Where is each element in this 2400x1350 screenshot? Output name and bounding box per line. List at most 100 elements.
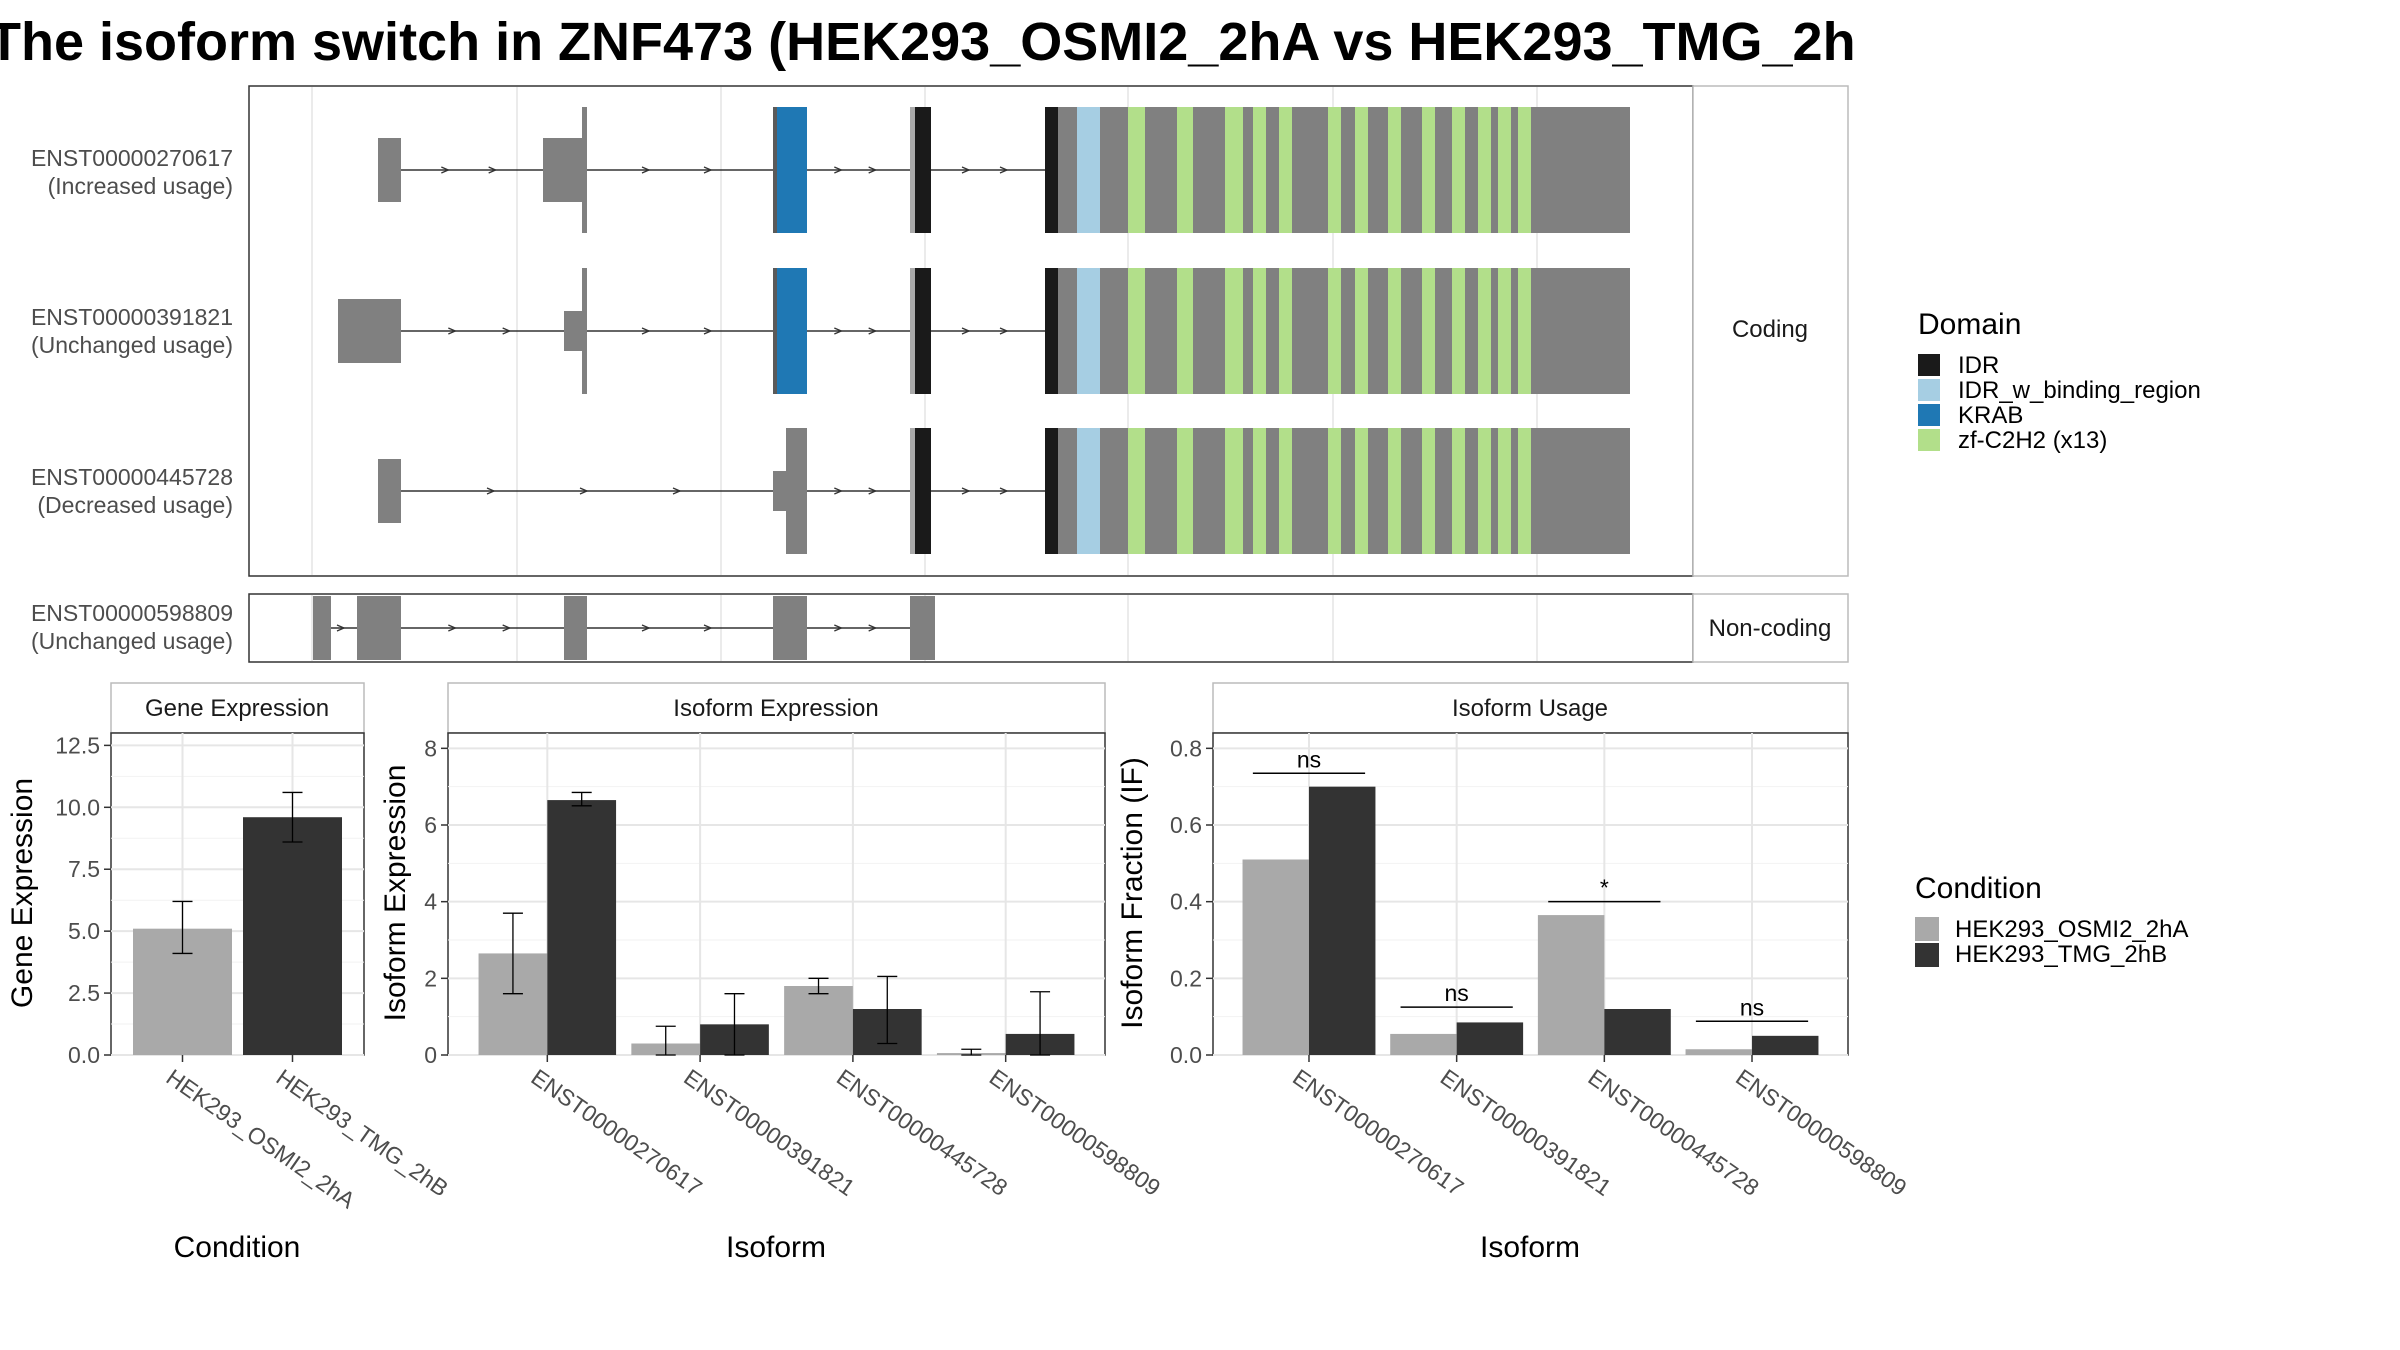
exon	[773, 471, 786, 511]
domain-segment	[1478, 428, 1491, 554]
gene-x-axis-label: Condition	[174, 1231, 301, 1264]
intron-arrow	[868, 487, 878, 495]
intron-arrow	[703, 624, 713, 632]
domain-segment	[1452, 268, 1465, 394]
isoform-usage-panel: Isoform Usage ns ns * ns 0.0 0.2 0.4 0.6 0.8 EN…	[1116, 682, 1912, 1264]
significance-label: ns	[1297, 746, 1321, 772]
legend-key-krab	[1918, 404, 1940, 426]
bar	[1308, 786, 1376, 1055]
domain-segment	[1177, 268, 1193, 394]
exon	[378, 138, 401, 202]
isousage-panel-title: Isoform Usage	[1452, 695, 1608, 722]
bar	[1456, 1022, 1524, 1055]
domain-segment	[1388, 268, 1401, 394]
bar	[1242, 859, 1309, 1055]
intron-arrow	[703, 166, 713, 174]
isoexp-panel-title: Isoform Expression	[673, 695, 878, 722]
legend-label-krab: KRAB	[1958, 402, 2023, 429]
significance-label: ns	[1445, 980, 1469, 1006]
domain-segment	[1253, 428, 1266, 554]
gene-y-tick-labels: 0.0 2.5 5.0 7.5 10.0 12.5	[55, 732, 111, 1068]
domain-segment	[1355, 107, 1368, 233]
intron-arrow	[834, 166, 843, 174]
domain-segment	[1045, 107, 1058, 233]
intron-arrow	[961, 487, 971, 495]
gene-y-axis-label: Gene Expression	[6, 778, 39, 1008]
gene-bars	[133, 791, 342, 1055]
isoform-usage-label: (Unchanged usage)	[31, 332, 233, 358]
isousage-y-axis-label: Isoform Fraction (IF)	[1116, 757, 1149, 1029]
intron-arrow	[448, 624, 457, 632]
domain-segment	[1279, 428, 1292, 554]
intron-arrow	[999, 166, 1009, 174]
domain-segment	[1128, 268, 1145, 394]
gene-panel-title: Gene Expression	[145, 695, 329, 722]
intron-arrow	[641, 624, 651, 632]
bar	[784, 986, 853, 1055]
exon	[564, 311, 582, 351]
domain-segment	[1328, 268, 1341, 394]
domain-segment	[1518, 428, 1531, 554]
domain-segment	[1518, 107, 1531, 233]
exon	[357, 596, 401, 660]
bar	[547, 800, 617, 1055]
condition-legend-title: Condition	[1915, 872, 2042, 905]
intron-arrow	[868, 166, 878, 174]
domain-segment	[1355, 428, 1368, 554]
domain-segment	[1388, 107, 1401, 233]
isoform-usage-label: (Decreased usage)	[37, 492, 233, 518]
exon	[582, 268, 587, 394]
domain-segment	[1128, 107, 1145, 233]
intron-arrow	[336, 624, 346, 632]
y-tick-label: 5.0	[68, 918, 100, 944]
plot-title: The isoform switch in ZNF473 (HEK293_OSM…	[0, 12, 1858, 72]
domain-segment	[1045, 428, 1058, 554]
intron-arrow	[703, 327, 713, 335]
y-tick-label: 2.5	[68, 980, 100, 1006]
intron-arrow	[486, 487, 496, 495]
y-tick-label: 4	[424, 889, 437, 915]
isoform-id-label: ENST00000270617	[31, 145, 233, 171]
domain-legend: Domain IDR IDR_w_binding_region KRAB zf-…	[1918, 308, 2201, 454]
y-tick-label: 0.2	[1170, 965, 1202, 991]
domain-segment	[1518, 268, 1531, 394]
domain-segment	[1422, 107, 1435, 233]
exon	[773, 596, 807, 660]
intron-arrow	[502, 624, 512, 632]
domain-segment	[910, 268, 915, 394]
legend-label-idr: IDR	[1958, 352, 1999, 379]
legend-key-idr-binding	[1918, 379, 1940, 401]
legend-label-tmg: HEK293_TMG_2hB	[1955, 941, 2167, 968]
legend-key-osmi2	[1915, 917, 1939, 941]
domain-segment	[1253, 268, 1266, 394]
isousage-x-tick-labels: ENST00000270617ENST00000391821ENST000004…	[1288, 1055, 1912, 1201]
isoform-usage-label: (Increased usage)	[48, 173, 233, 199]
domain-segment	[1478, 268, 1491, 394]
domain-segment	[1355, 268, 1368, 394]
domain-segment	[1478, 107, 1491, 233]
intron-arrow	[448, 327, 457, 335]
isousage-bars: ns ns * ns	[1242, 746, 1819, 1055]
domain-segment	[1045, 268, 1058, 394]
y-tick-label: 0.4	[1170, 889, 1202, 915]
legend-key-zf-c2h2	[1918, 429, 1940, 451]
exon	[313, 596, 331, 660]
intron-arrow	[868, 327, 878, 335]
y-tick-label: 7.5	[68, 856, 100, 882]
y-tick-label: 0.0	[1170, 1042, 1202, 1068]
condition-legend: Condition HEK293_OSMI2_2hA HEK293_TMG_2h…	[1915, 872, 2188, 968]
structure-rows	[313, 107, 1630, 660]
y-tick-label: 6	[424, 812, 437, 838]
domain-segment	[1328, 107, 1341, 233]
domain-segment	[1498, 428, 1511, 554]
x-tick-label: HEK293_OSMI2_2hA	[162, 1064, 361, 1214]
intron-arrow	[488, 166, 498, 174]
transcript-structure-panel: Coding Non-coding ENST00000270617 (Incre…	[31, 85, 1849, 663]
y-tick-label: 8	[424, 735, 437, 761]
isoform-expression-panel: Isoform Expression 0 2 4 6 8 ENST00000270617…	[379, 682, 1165, 1264]
legend-label-osmi2: HEK293_OSMI2_2hA	[1955, 916, 2188, 943]
domain-segment	[1225, 428, 1243, 554]
domain-segment	[1388, 428, 1401, 554]
domain-segment	[1077, 107, 1100, 233]
